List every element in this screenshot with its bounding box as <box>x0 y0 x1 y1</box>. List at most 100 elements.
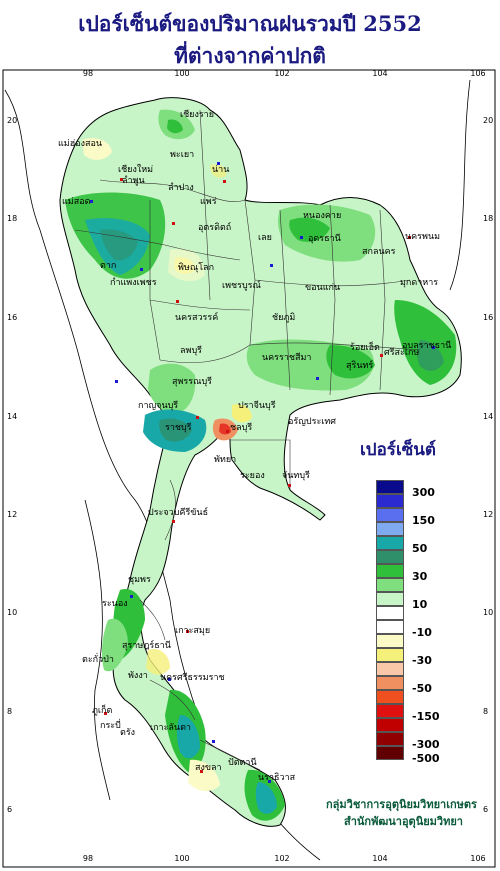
place-label: เชียงราย <box>180 109 214 120</box>
x-tick-label-top: 100 <box>174 69 189 78</box>
legend-swatch <box>376 718 404 732</box>
y-tick-label-right: 14 <box>483 412 493 421</box>
legend-swatch <box>376 676 404 690</box>
place-label: อรัญประเทศ <box>288 417 336 427</box>
place-label: แพร่ <box>200 197 217 207</box>
x-tick-label-top: 102 <box>274 69 289 78</box>
x-tick-label-top: 104 <box>372 69 387 78</box>
legend-swatch <box>376 732 404 746</box>
place-label: พัทยา <box>214 455 236 465</box>
place-label: ประจวบคีรีขันธ์ <box>148 506 208 518</box>
legend-swatch <box>376 746 404 760</box>
place-label: ลำพูน <box>122 175 145 186</box>
place-label: กระบี่ <box>100 718 121 731</box>
place-label: พิษณุโลก <box>178 262 214 273</box>
legend-label: -50 <box>412 682 432 695</box>
place-label: เชียงใหม่ <box>118 164 153 175</box>
map-frame <box>2 69 496 868</box>
place-label: นครสวรรค์ <box>175 311 218 323</box>
legend-swatch <box>376 634 404 648</box>
place-label: จันทบุรี <box>282 470 310 481</box>
legend-label: -150 <box>412 710 440 723</box>
place-label: ศรีสะเกษ <box>384 347 419 358</box>
y-tick-label-left: 20 <box>7 116 17 125</box>
y-tick-label-right: 12 <box>483 510 493 519</box>
legend-swatch <box>376 550 404 564</box>
x-tick-label-bottom: 104 <box>372 854 387 863</box>
place-label: ตะกั่วป่า <box>82 652 114 665</box>
place-label: ชัยภูมิ <box>272 312 295 323</box>
place-labels: เชียงรายแม่ฮ่องสอนพะเยาเชียงใหม่ลำพูนลำป… <box>58 109 451 783</box>
map-title-line2: ที่ต่างจากค่าปกติ <box>174 43 326 68</box>
place-label: เกาะสมุย <box>175 626 210 636</box>
place-label: ชลบุรี <box>230 422 252 433</box>
place-label: อุบลราชธานี <box>402 340 451 351</box>
legend-swatch <box>376 690 404 704</box>
place-label: ปราจีนบุรี <box>238 400 276 411</box>
legend-swatch <box>376 578 404 592</box>
y-tick-label-left: 10 <box>7 608 17 617</box>
legend-label: -300 <box>412 738 440 751</box>
legend-label: 50 <box>412 542 428 555</box>
place-label: ลพบุรี <box>180 345 202 356</box>
place-label: เกาะลันตา <box>150 723 191 733</box>
x-tick-label-top: 98 <box>83 69 93 78</box>
y-tick-label-left: 16 <box>7 313 17 322</box>
place-label: สุราษฎร์ธานี <box>122 639 171 651</box>
legend-label: -10 <box>412 626 432 639</box>
place-label: ระนอง <box>102 599 128 609</box>
place-label: ชุมพร <box>128 575 151 585</box>
legend-swatch <box>376 564 404 578</box>
legend-label: 30 <box>412 570 428 583</box>
legend-swatch <box>376 480 404 494</box>
legend-swatch <box>376 620 404 634</box>
legend-swatch <box>376 494 404 508</box>
anomaly-patches <box>65 109 457 821</box>
place-label: ราชบุรี <box>165 422 192 433</box>
x-tick-label-bottom: 98 <box>83 854 93 863</box>
province-boundaries <box>74 109 421 771</box>
place-label: สกลนคร <box>362 247 396 257</box>
legend-title: เปอร์เซ็นต์ <box>360 440 436 460</box>
place-label: อุดรธานี <box>308 233 341 244</box>
x-tick-label-bottom: 102 <box>274 854 289 863</box>
y-tick-label-right: 6 <box>483 805 488 814</box>
legend-swatch <box>376 662 404 676</box>
y-tick-label-left: 18 <box>7 214 17 223</box>
legend-swatch <box>376 522 404 536</box>
place-label: เพชรบูรณ์ <box>222 279 261 291</box>
place-label: นครศรีธรรมราช <box>160 672 225 683</box>
y-tick-label-left: 6 <box>7 805 12 814</box>
y-tick-label-right: 18 <box>483 214 493 223</box>
place-label: ตรัง <box>120 728 135 738</box>
place-label: หนองคาย <box>303 211 341 221</box>
place-label: ร้อยเอ็ด <box>350 340 380 353</box>
place-label: สุพรรณบุรี <box>172 376 212 387</box>
place-label: นราธิวาส <box>258 772 296 783</box>
x-tick-label-bottom: 100 <box>174 854 189 863</box>
place-label: ระยอง <box>240 471 265 481</box>
legend-swatch <box>376 592 404 606</box>
y-tick-label-left: 14 <box>7 412 17 421</box>
y-tick-label-right: 20 <box>483 116 493 125</box>
place-label: ปัตตานี <box>228 757 257 768</box>
legend-label: -500 <box>412 752 440 765</box>
legend-swatch <box>376 536 404 550</box>
x-tick-label-top: 106 <box>470 69 485 78</box>
station-markers <box>90 162 435 783</box>
map-title-line1: เปอร์เซ็นต์ของปริมาณฝนรวมปี 2552 <box>78 11 422 36</box>
credit-line1: กลุ่มวิชาการอุตุนิยมวิทยาเกษตร <box>326 798 477 811</box>
legend-label: 300 <box>412 486 435 499</box>
y-tick-label-right: 10 <box>483 608 493 617</box>
y-tick-label-right: 8 <box>483 707 488 716</box>
place-label: นครราชสีมา <box>262 352 311 363</box>
place-label: ขอนแก่น <box>305 283 340 293</box>
y-axis-ticks: 20 20 18 18 16 16 14 14 12 12 10 10 8 8 6 6 <box>7 116 493 814</box>
place-label: ภูเก็ต <box>92 703 112 716</box>
y-tick-label-left: 8 <box>7 707 12 716</box>
legend-swatch <box>376 648 404 662</box>
place-label: สุรินทร์ <box>346 359 373 371</box>
legend-swatch <box>376 508 404 522</box>
